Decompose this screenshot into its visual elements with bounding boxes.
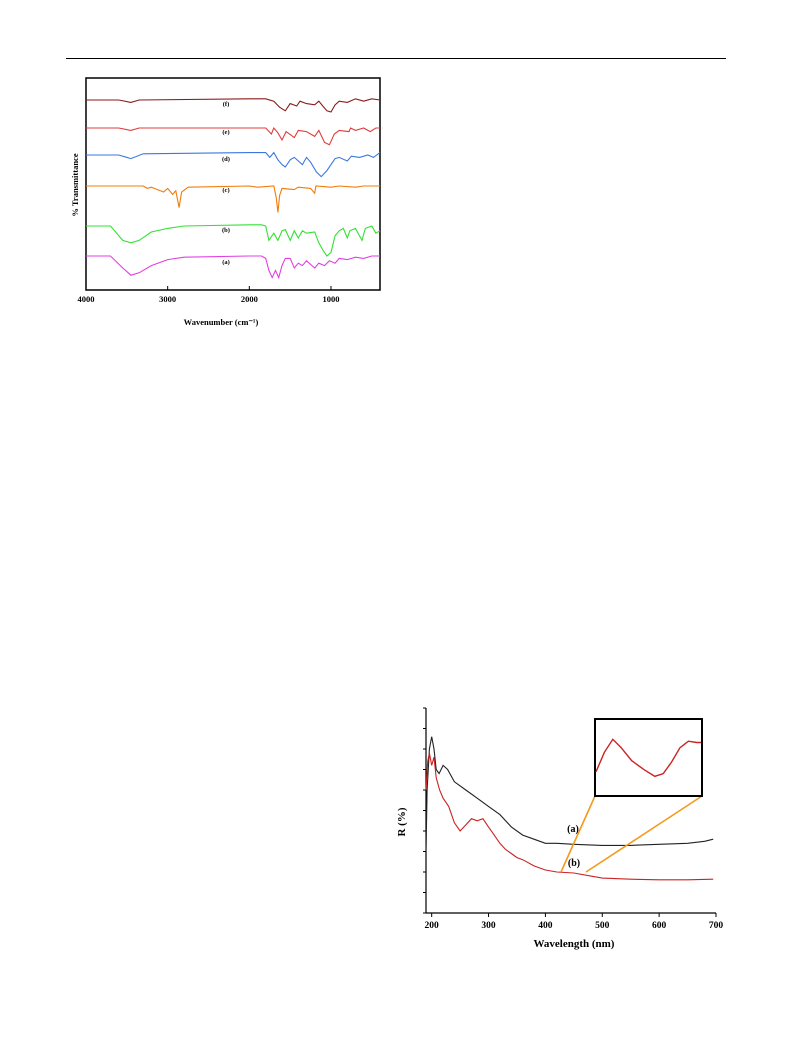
- page-header-rule: [66, 58, 726, 59]
- reflectance-x-tick-label: 400: [538, 921, 553, 931]
- reflectance-y-axis-title: R (%): [396, 807, 408, 836]
- reflectance-x-tick-label: 500: [595, 921, 610, 931]
- ftir-plot-frame: [85, 77, 381, 291]
- inset-connector-line: [560, 795, 596, 873]
- reflectance-x-tick-label: 600: [652, 921, 667, 931]
- reflectance-curve-label-a: (a): [567, 824, 579, 835]
- reflectance-curve-label-b: (b): [568, 858, 580, 869]
- ftir-x-axis-title: Wavenumber (cm⁻¹): [184, 317, 259, 327]
- ftir-series-line: [86, 98, 381, 113]
- ftir-y-axis-title: % Transmittance: [70, 153, 80, 216]
- ftir-series-label: (a): [222, 259, 230, 266]
- inset-curve: [595, 738, 701, 778]
- reflectance-x-tick-label: 300: [481, 921, 496, 931]
- ftir-series-line: [86, 126, 380, 146]
- reflectance-inset: [560, 718, 703, 873]
- ftir-x-tick-label: 2000: [241, 294, 258, 304]
- reflectance-x-tick-label: 700: [709, 921, 724, 931]
- ftir-series-label: (b): [222, 227, 230, 234]
- ftir-series-line: [86, 185, 380, 213]
- reflectance-x-tick-label: 200: [425, 921, 440, 931]
- ftir-series-label: (f): [223, 101, 230, 108]
- inset-frame: [594, 718, 703, 797]
- ftir-x-tick-label: 4000: [78, 294, 95, 304]
- ftir-series-group: (f) (e) (d) (c) (b) (a): [86, 98, 381, 280]
- ftir-x-tick-label: 1000: [323, 294, 340, 304]
- reflectance-axes: 200 300 400 500 600 700: [423, 707, 724, 931]
- ftir-series-line: [86, 224, 381, 257]
- reflectance-x-axis-title: Wavelength (nm): [534, 938, 615, 950]
- ftir-series-label: (d): [222, 156, 230, 163]
- ftir-series-label: (e): [222, 129, 229, 136]
- reflectance-series-line: [425, 752, 714, 881]
- ftir-chart: 4000 3000 2000 1000 (f) (e) (d) (c) (b) (a) Wave…: [70, 77, 381, 327]
- ftir-x-ticks: 4000 3000 2000 1000: [78, 286, 340, 304]
- ftir-series-line: [86, 151, 381, 178]
- ftir-series-line: [86, 255, 380, 280]
- ftir-x-tick-label: 3000: [159, 294, 176, 304]
- reflectance-chart: 200 300 400 500 600 700 (a) (b) Wavelength (nm…: [396, 707, 724, 950]
- inset-connector-line: [585, 795, 703, 873]
- ftir-series-label: (c): [222, 187, 229, 194]
